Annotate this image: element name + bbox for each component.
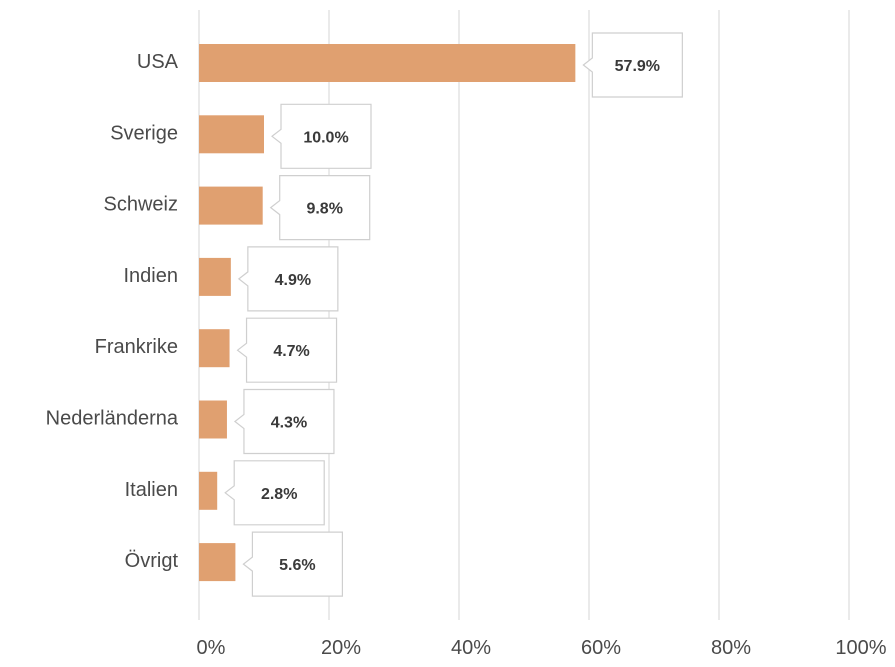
x-tick-label: 80% <box>711 637 751 659</box>
data-labels: 57.9% 10.0% 9.8% 4.9% 4.7% 4.3% 2.8% 5.6% <box>224 32 683 597</box>
data-label: 4.7% <box>273 343 309 360</box>
data-label: 2.8% <box>261 486 297 503</box>
category-label: Indien <box>124 265 179 287</box>
data-label: 57.9% <box>615 58 660 75</box>
data-label: 5.6% <box>279 557 315 574</box>
x-tick-label: 40% <box>451 637 491 659</box>
data-label: 4.3% <box>271 415 307 432</box>
x-tick-label: 100% <box>835 637 886 659</box>
bar <box>199 471 218 510</box>
category-label: Schweiz <box>104 194 178 216</box>
x-tick-labels: 0% 20% 40% 60% 80% 100% <box>197 637 887 659</box>
data-label: 4.9% <box>275 272 311 289</box>
bar <box>199 44 576 82</box>
bar <box>199 186 263 225</box>
data-label: 9.8% <box>306 201 342 218</box>
data-label-box <box>237 246 339 312</box>
bar <box>199 257 231 296</box>
data-label: 10.0% <box>303 129 348 146</box>
category-label: Nederländerna <box>46 408 179 430</box>
bar <box>199 115 264 154</box>
category-labels: USA Sverige Schweiz Indien Frankrike Nederlän… <box>46 51 179 572</box>
data-label-box <box>271 103 372 169</box>
data-label-box <box>236 317 338 383</box>
data-label-box <box>233 388 335 455</box>
category-label: Övrigt <box>125 550 179 572</box>
data-label-box <box>269 175 371 241</box>
data-label-box <box>224 460 325 526</box>
category-label: USA <box>137 51 179 73</box>
bar <box>199 543 236 582</box>
category-label: Sverige <box>110 122 178 144</box>
category-label: Frankrike <box>95 336 178 358</box>
x-tick-label: 0% <box>197 637 226 659</box>
x-tick-label: 60% <box>581 637 621 659</box>
x-tick-label: 20% <box>321 637 361 659</box>
gridlines <box>198 10 850 620</box>
category-label: Italien <box>125 479 178 501</box>
bar <box>199 329 230 368</box>
bars <box>199 44 576 582</box>
data-label-box <box>582 32 683 98</box>
data-label-box <box>242 531 343 597</box>
bar <box>199 400 227 439</box>
